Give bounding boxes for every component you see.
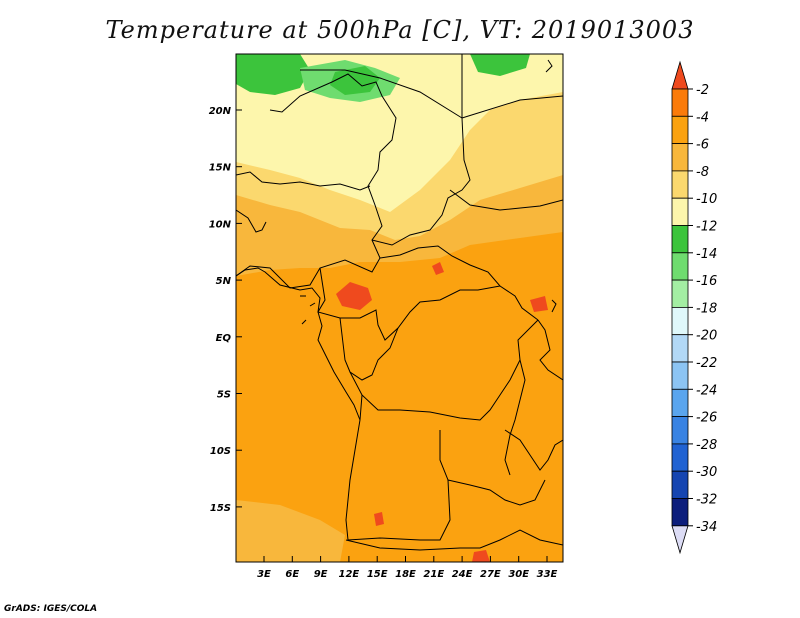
field-southwest-band [236, 500, 345, 562]
lon-label: 6E [285, 569, 299, 580]
lat-label: 5S [217, 390, 231, 401]
border-car [379, 245, 539, 321]
colorbar: -2 -4 -6 -8 -10 -12 -14 -16 -18 -20 -22 -24 -26 -28 -3… [671, 60, 717, 555]
colorbar-swatch [671, 388, 689, 417]
border-lake-tanganyika [504, 359, 526, 476]
lon-label: 15E [367, 569, 388, 580]
colorbar-label: -22 [696, 356, 717, 371]
lon-label: 12E [339, 569, 360, 580]
colorbar-label: -28 [696, 438, 717, 453]
lat-label: 15S [210, 503, 231, 514]
colorbar-label: -4 [696, 110, 709, 125]
colorbar-label: -18 [696, 301, 717, 316]
colorbar-label: -12 [696, 220, 717, 235]
lat-label: 15N [209, 163, 232, 174]
coastline-west [236, 267, 361, 421]
colorbar-swatch [671, 279, 689, 308]
border-namibia-botswana [345, 529, 563, 551]
lon-label: 21E [423, 569, 444, 580]
colorbar-label: -24 [696, 383, 717, 398]
temperature-field [236, 54, 563, 562]
colorbar-swatch [671, 252, 689, 281]
border-chad-sudan [371, 54, 471, 246]
colorbar-swatch [671, 498, 689, 527]
border-cameroon-congo [317, 267, 501, 341]
credit-text: GrADS: IGES/COLA [4, 604, 98, 614]
colorbar-label: -34 [696, 520, 717, 535]
colorbar-label: -2 [696, 83, 709, 98]
colorbar-swatch [671, 115, 689, 145]
border-nigeria-niger-chad [236, 73, 397, 289]
lat-label: 5N [216, 276, 232, 287]
field-warm-patch-3 [374, 512, 384, 526]
colorbar-bottom-arrow [671, 525, 689, 555]
colorbar-label: -10 [696, 192, 717, 207]
border-egypt-sudan [461, 95, 563, 119]
field-warm-patch-1 [336, 282, 372, 310]
lon-label: 30E [508, 569, 529, 580]
border-south-sudan [449, 189, 563, 211]
lon-label: 9E [314, 569, 328, 580]
colorbar-swatch [671, 443, 689, 472]
colorbar-label: -16 [696, 274, 717, 289]
lon-label: 24E [452, 569, 473, 580]
colorbar-swatch [671, 416, 689, 445]
lat-label: EQ [216, 333, 232, 344]
islands [300, 295, 316, 325]
field-green-west [236, 54, 310, 95]
field-warm-patch-5 [530, 296, 548, 312]
colorbar-label: -26 [696, 411, 717, 426]
colorbar-label: -32 [696, 493, 717, 508]
colorbar-swatch [671, 306, 689, 336]
lon-label: 27E [480, 569, 501, 580]
colorbar-label: -14 [696, 247, 717, 262]
field-warm-patch-4 [472, 550, 490, 562]
lat-label: 10S [210, 446, 231, 457]
colorbar-label: -6 [696, 138, 709, 153]
field-warm-patch-2 [432, 262, 444, 275]
colorbar-label: -20 [696, 329, 717, 344]
colorbar-swatch [671, 170, 689, 199]
colorbar-swatch [671, 361, 689, 390]
colorbar-label: -8 [696, 165, 709, 180]
border-uganda-kenya [537, 319, 563, 381]
lat-label: 20N [209, 106, 232, 117]
border-tanzania-malawi [504, 429, 563, 471]
colorbar-swatch [671, 197, 689, 226]
border-libya [300, 69, 463, 119]
colorbar-swatch [671, 88, 689, 117]
colorbar-swatch [671, 334, 689, 363]
lat-label: 10N [209, 219, 232, 230]
country-borders [236, 54, 563, 551]
lon-label: 33E [537, 569, 558, 580]
colorbar-top-arrow [671, 60, 689, 90]
lon-label: 3E [257, 569, 271, 580]
border-fragments [545, 59, 557, 313]
colorbar-label: -30 [696, 465, 717, 480]
colorbar-swatch [671, 225, 689, 254]
lon-label: 18E [395, 569, 416, 580]
border-benin [236, 209, 267, 233]
colorbar-swatch [671, 470, 689, 499]
field-green-east [470, 54, 530, 76]
latitude-axis: 20N 15N 10N 5N EQ 5S 10S 15S [209, 106, 242, 514]
map-frame [235, 53, 564, 563]
colorbar-swatch [671, 143, 689, 172]
border-zambia [447, 479, 546, 506]
border-gabon-congo [339, 317, 399, 381]
chart-title: Temperature at 500hPa [C], VT: 201901300… [105, 16, 695, 44]
longitude-axis: 3E 6E 9E 12E 15E 18E 21E 24E 27E 30E 33E [257, 556, 558, 580]
border-niger-nigeria [236, 171, 371, 191]
